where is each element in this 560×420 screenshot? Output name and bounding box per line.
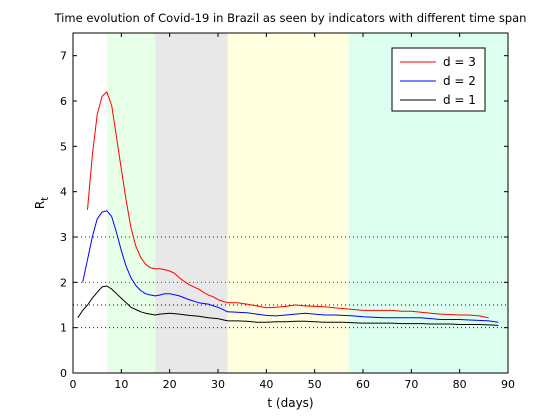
y-tick-label: 6	[60, 95, 67, 108]
y-axis-label: Rt	[33, 197, 51, 209]
series-lines	[77, 91, 499, 326]
series-line-d2	[82, 210, 499, 323]
plot-area-frame	[72, 32, 509, 374]
legend-entry-label: d = 3	[443, 55, 476, 69]
x-tick-label: 10	[114, 378, 128, 391]
x-axis-label: t (days)	[267, 396, 313, 410]
shaded-region-1	[106, 33, 156, 373]
x-tick-label: 30	[211, 378, 225, 391]
chart-title: Time evolution of Covid-19 in Brazil as …	[54, 11, 527, 25]
axis-ticks: 0 10 20 30 40 50 60 70 80 90 0 1 2 3 4 5 6 7	[60, 33, 515, 391]
legend-entry-label: d = 1	[443, 93, 476, 107]
x-tick-label: 90	[501, 378, 515, 391]
y-tick-label: 0	[60, 367, 67, 380]
y-axis-label-subscript: t	[40, 197, 51, 201]
x-tick-label: 0	[70, 378, 77, 391]
series-line-d3	[87, 91, 489, 319]
x-tick-label: 40	[259, 378, 273, 391]
reference-lines	[73, 236, 508, 329]
shaded-region-3	[227, 33, 349, 373]
x-tick-label: 20	[163, 378, 177, 391]
y-tick-label: 5	[60, 140, 67, 153]
legend: d = 3 d = 2 d = 1	[391, 47, 486, 112]
x-tick-label: 60	[356, 378, 370, 391]
series-line-d1	[77, 285, 499, 326]
y-tick-label: 2	[60, 276, 67, 289]
x-tick-label: 50	[308, 378, 322, 391]
y-tick-label: 7	[60, 50, 67, 63]
shaded-region-2	[155, 33, 228, 373]
y-tick-label: 1	[60, 322, 67, 335]
legend-entry-label: d = 2	[443, 74, 476, 88]
x-tick-label: 70	[404, 378, 418, 391]
x-tick-label: 80	[453, 378, 467, 391]
y-axis-label-main: R	[33, 201, 47, 209]
y-tick-label: 4	[60, 186, 67, 199]
y-tick-label: 3	[60, 231, 67, 244]
